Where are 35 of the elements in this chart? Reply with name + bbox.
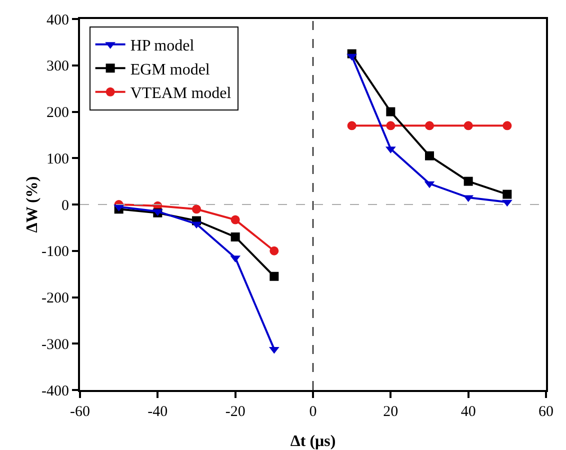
y-tick-label: -300 bbox=[42, 336, 69, 353]
point bbox=[425, 121, 434, 130]
point bbox=[270, 246, 279, 256]
y-tick-label: -400 bbox=[42, 383, 69, 400]
y-tick-label: 200 bbox=[46, 105, 69, 121]
y-tick-label: 400 bbox=[46, 12, 69, 28]
point bbox=[464, 121, 473, 130]
y-tick-label: -200 bbox=[42, 290, 69, 306]
x-tick-label: 40 bbox=[460, 404, 476, 420]
y-axis-title: ΔW (%) bbox=[24, 176, 41, 233]
x-axis-title: Δt (μs) bbox=[290, 433, 336, 450]
point bbox=[386, 107, 396, 116]
point bbox=[464, 176, 473, 186]
x-tick-label: 60 bbox=[538, 404, 554, 420]
point bbox=[502, 190, 512, 199]
y-tick-label: 100 bbox=[46, 151, 69, 168]
legend-label: VTEAM model bbox=[130, 85, 232, 102]
y-tick-label: 0 bbox=[62, 198, 69, 214]
x-tick-label: -40 bbox=[148, 404, 168, 420]
point bbox=[230, 232, 240, 242]
y-tick-label: 300 bbox=[46, 58, 69, 75]
point bbox=[425, 151, 434, 160]
x-tick-label: -60 bbox=[70, 404, 90, 420]
legend-label: EGM model bbox=[130, 61, 210, 78]
point bbox=[386, 121, 396, 130]
x-tick-label: -20 bbox=[225, 404, 246, 420]
legend-label: HP model bbox=[130, 38, 195, 55]
point bbox=[192, 204, 201, 214]
x-tick-label: 20 bbox=[383, 404, 398, 420]
point bbox=[270, 272, 279, 281]
point bbox=[230, 215, 240, 224]
x-tick-label: 0 bbox=[309, 404, 317, 420]
point bbox=[347, 121, 356, 130]
y-tick-label: -100 bbox=[42, 244, 69, 260]
point bbox=[502, 121, 512, 130]
